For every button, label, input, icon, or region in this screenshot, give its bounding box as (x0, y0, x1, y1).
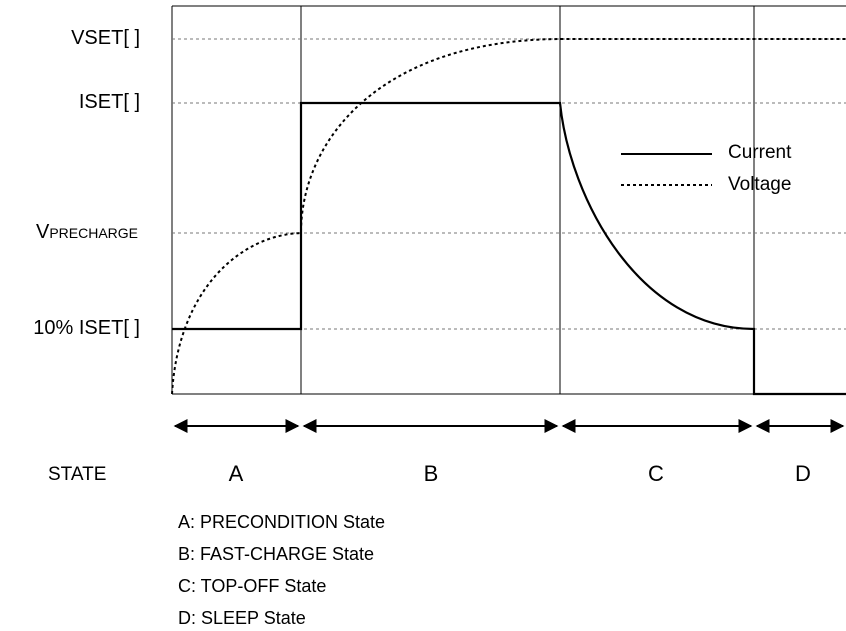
legend-current-text: Current (728, 142, 792, 163)
legend-voltage-text: Voltage (728, 174, 792, 195)
state-row-label: STATE (48, 464, 107, 485)
voltage-curve (171, 38, 846, 395)
iset10-label: 10% ISET[ ] (33, 317, 140, 339)
current-curve (172, 101, 846, 396)
vprecharge-main: V (35, 221, 50, 243)
description-a: A: PRECONDITION State (178, 512, 386, 532)
state-letter-d: D (795, 461, 811, 486)
description-b: B: FAST-CHARGE State (178, 544, 375, 564)
description-c: C: TOP-OFF State (178, 576, 327, 596)
state-letter-b: B (423, 461, 439, 486)
vprecharge-label: VPRECHARGE (0, 222, 138, 243)
iset-label: ISET[ ] (78, 91, 140, 113)
description-d: D: SLEEP State (178, 608, 306, 628)
state-letter-a: A (228, 461, 244, 486)
state-letter-c: C (648, 461, 664, 486)
vset-label: VSET[ ] (71, 27, 140, 49)
vprecharge-subscript: PRECHARGE (49, 225, 138, 241)
